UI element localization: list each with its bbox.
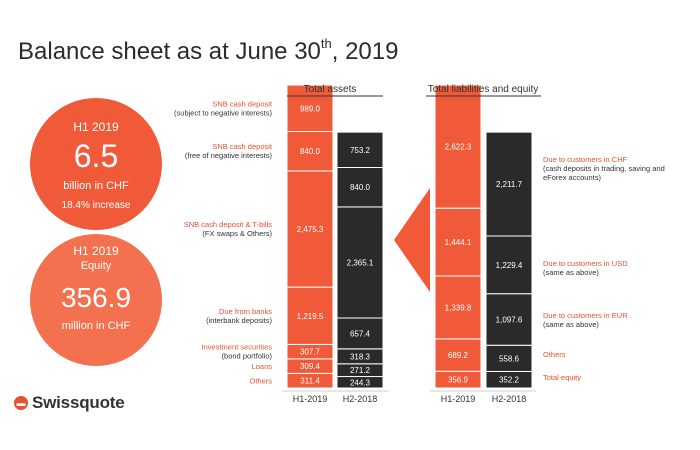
liab-h2-value-label: 558.6 (499, 354, 520, 363)
liab-h2-value-label: 352.2 (499, 376, 520, 385)
liab-h2-bar-segment (485, 344, 533, 372)
assets-h1-value-label: 307.7 (300, 348, 321, 357)
liab-h1-bar-segment (434, 84, 482, 209)
brand-name: Swissquote (32, 393, 125, 412)
assets-legend-label: Due from banks (219, 307, 272, 316)
assets-h1-bar-segment (286, 286, 334, 345)
liabilities-category-label: H1-2019 (441, 394, 476, 404)
assets-legend-label: SNB cash deposit & T-bills (184, 220, 272, 229)
liab-h2-value-label: 2,211.7 (496, 180, 523, 189)
liabilities-legend-label: Total equity (543, 373, 581, 382)
assets-legend-sublabel: (interbank deposits) (206, 316, 272, 325)
assets-h2-bar-segment (336, 206, 384, 319)
liab-h2-bar-segment (485, 235, 533, 295)
assets-h2-bar-segment (336, 317, 384, 350)
swissquote-logo-icon: ▬ (14, 396, 28, 410)
assets-legend-sublabel: (subject to negative interests) (174, 108, 272, 117)
assets-legend-label: SNB cash deposit (212, 142, 273, 151)
assets-h1-value-label: 989.0 (300, 104, 321, 113)
liabilities-chart-title: Total liabilities and equity (428, 84, 539, 95)
assets-chart-title: Total assets (304, 84, 357, 95)
assets-legend-sublabel: (free of negative interests) (185, 151, 273, 160)
assets-category-label: H2-2018 (343, 394, 378, 404)
assets-legend-label: Others (249, 377, 272, 386)
liabilities-legend-label: Due to customers in CHF (543, 155, 628, 164)
kpi-revenue-value: 6.5 (73, 138, 119, 174)
kpi-equity-period: H1 2019 (73, 244, 119, 258)
liabilities-legend-sublabel: (same as above) (543, 320, 599, 329)
assets-legend-sublabel: (FX swaps & Others) (202, 229, 272, 238)
liabilities-legend-label: Due to customers in EUR (543, 311, 628, 320)
assets-h1-bar-segment (286, 170, 334, 288)
assets-legend-label: Loans (252, 362, 273, 371)
liab-h1-bar-segment (434, 207, 482, 277)
liabilities-legend-sublabel: (same as above) (543, 268, 599, 277)
brand-logo: ▬ Swissquote (14, 393, 125, 413)
kpi-revenue-period: H1 2019 (73, 120, 119, 134)
assets-legend-sublabel: (bond portfolio) (222, 352, 273, 361)
assets-h2-value-label: 657.4 (350, 329, 371, 338)
liabilities-legend-sublabel: (cash deposits in trading, saving and (543, 164, 665, 173)
kpi-equity-value: 356.9 (60, 282, 132, 313)
assets-h2-value-label: 840.0 (350, 183, 371, 192)
liab-h2-bar-segment (485, 293, 533, 346)
assets-h1-value-label: 1,219.5 (297, 312, 324, 321)
assets-h1-value-label: 311.4 (300, 377, 320, 386)
liab-h1-bar-segment (434, 338, 482, 372)
liabilities-legend-label: Others (543, 350, 566, 359)
assets-h2-bar-segment (336, 131, 384, 169)
kpi-revenue-unit: billion in CHF (63, 180, 129, 192)
kpi-equity-circle: H1 2019 Equity 356.9 million in CHF (30, 234, 162, 366)
assets-category-label: H1-2019 (293, 394, 328, 404)
liab-h2-bar-segment (485, 131, 533, 237)
kpi-equity-label: Equity (80, 260, 112, 272)
direction-arrow-icon (394, 188, 430, 292)
liabilities-category-label: H2-2018 (492, 394, 527, 404)
assets-h1-bar-segment (286, 84, 334, 132)
assets-h1-value-label: 840.0 (300, 147, 321, 156)
assets-legend-label: Investment securities (202, 343, 273, 352)
liabilities-legend-sublabel: eForex accounts) (543, 173, 601, 182)
assets-h2-value-label: 318.3 (350, 352, 371, 361)
kpi-equity-unit: million in CHF (61, 320, 131, 332)
liab-h1-value-label: 1,339.8 (445, 303, 472, 312)
assets-h2-bar-segment (336, 167, 384, 208)
liab-h1-bar-segment (434, 275, 482, 340)
liab-h2-value-label: 1,097.6 (496, 315, 523, 324)
liab-h1-value-label: 356.9 (448, 376, 469, 385)
liab-h2-value-label: 1,229.4 (496, 261, 523, 270)
assets-legend-label: SNB cash deposit (212, 99, 273, 108)
assets-h2-value-label: 271.2 (350, 366, 371, 375)
liabilities-legend-label: Due to customers in USD (543, 259, 628, 268)
liab-h1-value-label: 689.2 (448, 351, 469, 360)
kpi-revenue-circle: H1 2019 6.5 billion in CHF 18.4% increas… (30, 98, 162, 230)
liab-h1-value-label: 2,622.3 (445, 143, 472, 152)
assets-h2-value-label: 244.3 (350, 378, 371, 387)
liab-h1-value-label: 1,444.1 (445, 238, 472, 247)
kpi-revenue-change: 18.4% increase (61, 200, 131, 211)
page-title: Balance sheet as at June 30th, 2019 (18, 36, 399, 65)
assets-h1-value-label: 309.4 (300, 362, 321, 371)
assets-h2-value-label: 2,365.1 (347, 258, 374, 267)
assets-h2-value-label: 753.2 (350, 146, 371, 155)
assets-h1-value-label: 2,475.3 (297, 225, 324, 234)
